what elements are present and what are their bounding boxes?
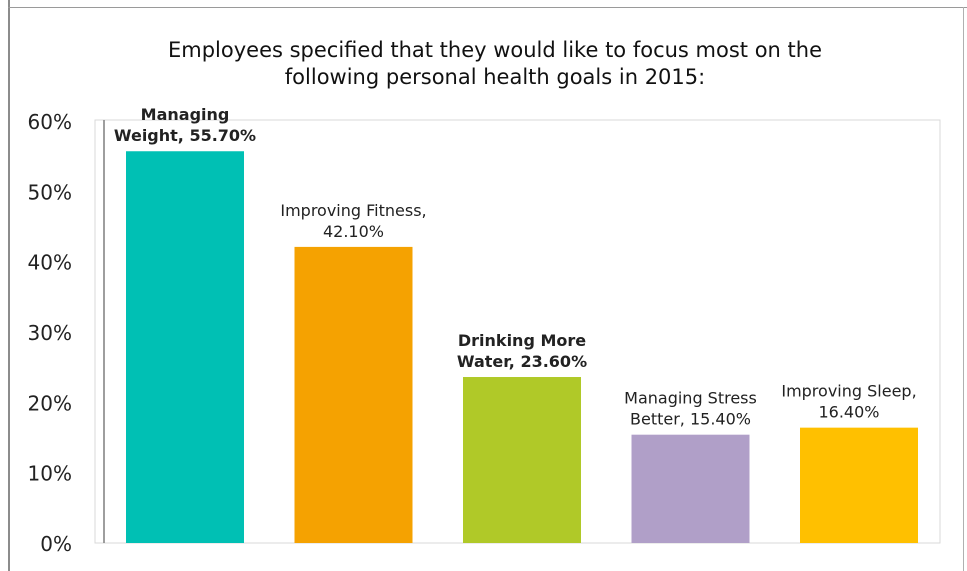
bar xyxy=(126,151,244,543)
y-tick-label: 20% xyxy=(28,391,72,415)
bar xyxy=(463,377,581,543)
y-tick-label: 60% xyxy=(28,110,72,134)
frame-right-border xyxy=(963,7,964,571)
bar-data-label: Managing xyxy=(141,105,230,124)
y-tick-label: 50% xyxy=(28,180,72,204)
bar-data-label: 16.40% xyxy=(818,403,879,422)
frame-top-border xyxy=(8,7,967,8)
bar-data-label: 42.10% xyxy=(323,222,384,241)
bar-data-label: Improving Sleep, xyxy=(781,382,916,401)
y-tick-label: 0% xyxy=(40,532,72,556)
bar xyxy=(800,427,918,543)
y-tick-label: 40% xyxy=(28,251,72,275)
bar-data-label: Drinking More xyxy=(458,331,586,350)
bar-data-label: Managing Stress xyxy=(624,389,757,408)
chart-title-line-2: following personal health goals in 2015: xyxy=(284,65,706,89)
bar-data-label: Better, 15.40% xyxy=(630,410,751,429)
bar-data-label: Water, 23.60% xyxy=(457,352,587,371)
chart-title-line-1: Employees specified that they would like… xyxy=(167,38,822,62)
y-tick-label: 30% xyxy=(28,321,72,345)
bar xyxy=(631,434,750,543)
bar-data-label: Improving Fitness, xyxy=(280,201,426,220)
chart-title: Employees specified that they would like… xyxy=(60,37,930,91)
y-tick-label: 10% xyxy=(28,462,72,486)
bar-data-label: Weight, 55.70% xyxy=(114,126,256,145)
frame-left-border xyxy=(8,0,10,571)
bar xyxy=(294,246,413,543)
